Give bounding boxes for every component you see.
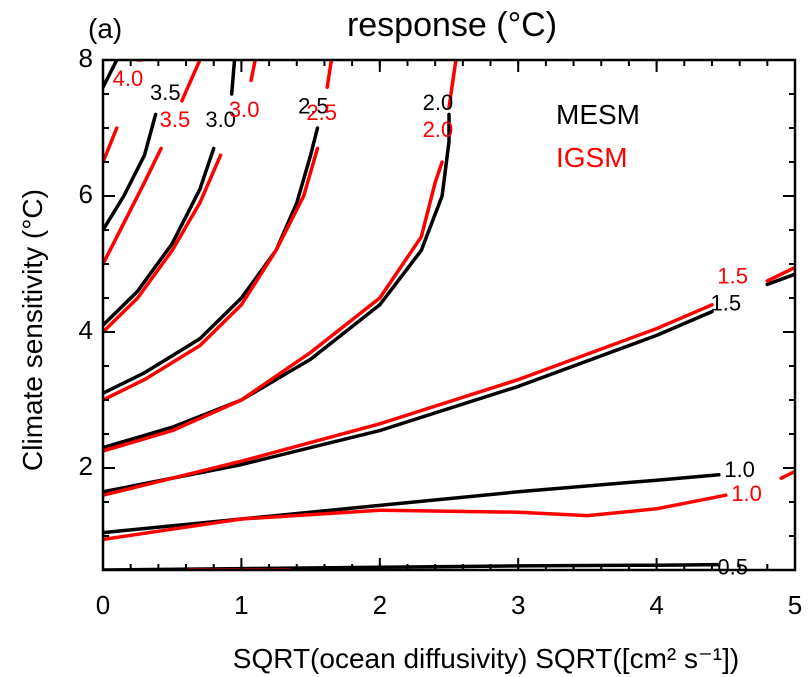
contour-line-mesm-3.5-8	[103, 112, 158, 232]
x-axis-label: SQRT(ocean diffusivity) SQRT([cm² s⁻¹])	[233, 643, 739, 674]
contour-line-igsm-1.0-1	[103, 493, 728, 542]
plot-frame	[101, 58, 797, 572]
contour-label-mesm-2.5: 2.5	[298, 93, 329, 118]
y-tick-label: 6	[79, 179, 93, 209]
plot-lines	[103, 60, 795, 570]
contour-line-igsm-1.5-3	[103, 303, 714, 497]
contour-line-mesm-2.0-4	[103, 112, 451, 450]
contour-line-igsm-1.5-4	[765, 265, 795, 283]
y-tick-label: 8	[79, 43, 93, 73]
legend-mesm: MESM	[556, 99, 640, 130]
contour-label-igsm-3.5: 3.5	[160, 107, 191, 132]
x-tick-label: 1	[234, 590, 248, 620]
contour-line-mesm-3.0-6	[103, 146, 216, 327]
y-tick-label: 2	[79, 451, 93, 481]
tick-labels: 0 1 2 3 4 5 2 4 6 8	[79, 43, 803, 620]
contour-label-igsm-1.0: 1.0	[731, 481, 762, 506]
panel-label: (a)	[88, 13, 122, 44]
x-tick-label: 2	[373, 590, 387, 620]
y-axis-label: Climate sensitivity (°C)	[17, 189, 48, 471]
contour-line-igsm-3.5-11	[103, 146, 163, 266]
x-tick-label: 0	[96, 590, 110, 620]
contour-line-igsm-4.0-13	[103, 126, 119, 164]
x-tick-label: 5	[788, 590, 802, 620]
contour-label-mesm-3.5: 3.5	[150, 80, 181, 105]
y-tick-label: 4	[79, 315, 93, 345]
contour-line-igsm-2.5-7	[103, 146, 320, 402]
contour-label-igsm-4.0: 4.0	[113, 66, 144, 91]
contour-line-igsm-1.0-2	[779, 469, 795, 480]
contour-line-igsm-2.0-6	[447, 60, 458, 110]
legend-igsm: IGSM	[556, 142, 628, 173]
contour-label-igsm-1.5: 1.5	[717, 263, 748, 288]
contour-label-igsm-2.5: 2.5	[306, 100, 337, 125]
contour-label-mesm-0.5: 0.5	[717, 554, 748, 579]
x-tick-label: 3	[511, 590, 525, 620]
contour-label-mesm-2.0: 2.0	[423, 90, 454, 115]
contour-line-igsm-2.0-5	[103, 160, 444, 453]
contour-line-mesm-2.5-5	[103, 126, 320, 395]
contour-label-igsm-2.0: 2.0	[423, 117, 454, 142]
chart-title: response (°C)	[347, 6, 557, 44]
contour-line-mesm-4.0-9	[103, 60, 119, 89]
contour-line-igsm-3.0-10	[249, 60, 257, 83]
x-tick-label: 4	[649, 590, 663, 620]
contour-labels: 0.51.01.52.02.53.03.51.01.52.02.53.03.54…	[113, 66, 762, 579]
contour-line-igsm-3.0-9	[103, 153, 223, 334]
contour-line-mesm-1.0-1	[103, 473, 721, 535]
contour-line-mesm-3.0-7	[229, 60, 237, 96]
contour-label-mesm-1.0: 1.0	[724, 457, 755, 482]
contour-line-mesm-1.5-2	[103, 309, 714, 494]
axis-ticks	[102, 59, 796, 570]
contour-label-mesm-1.5: 1.5	[711, 291, 742, 316]
contour-line-igsm-3.5-12	[180, 60, 202, 103]
contour-label-mesm-3.0: 3.0	[205, 107, 236, 132]
contour-line-igsm-2.5-8	[325, 60, 334, 89]
contour-line-mesm-1.5-3	[765, 272, 795, 287]
contour-label-igsm-3.0: 3.0	[229, 97, 260, 122]
